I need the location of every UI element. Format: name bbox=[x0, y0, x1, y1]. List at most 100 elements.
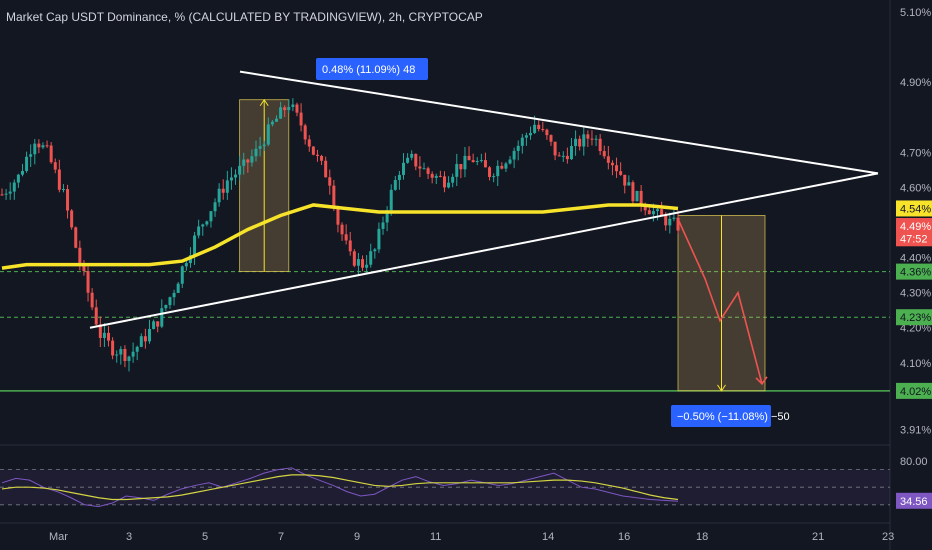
candle-body bbox=[381, 222, 385, 229]
candle-body bbox=[541, 129, 545, 131]
upper-trendline bbox=[239, 70, 879, 175]
candle-body bbox=[336, 208, 340, 225]
price-label-bg-1 bbox=[896, 218, 932, 235]
candle-body bbox=[377, 228, 381, 250]
candle-body bbox=[344, 234, 348, 241]
time-tick-label-4: 9 bbox=[354, 531, 360, 543]
candle-body bbox=[98, 324, 102, 338]
candle-body bbox=[434, 175, 438, 178]
candle-body bbox=[70, 210, 74, 228]
candle-body bbox=[152, 321, 156, 330]
candle-body bbox=[234, 174, 238, 178]
candle-body bbox=[86, 271, 90, 293]
time-tick-label-3: 7 bbox=[278, 531, 284, 543]
candle-body bbox=[246, 159, 250, 163]
price-label-bg-2 bbox=[896, 230, 932, 247]
candle-body bbox=[274, 118, 278, 122]
candle-body bbox=[373, 249, 377, 252]
candle-body bbox=[418, 166, 422, 169]
candle-body bbox=[537, 124, 541, 130]
candle-body bbox=[668, 218, 672, 226]
rsi-ma-line bbox=[1, 474, 679, 501]
candle-body bbox=[299, 112, 303, 126]
candle-body bbox=[643, 205, 647, 211]
candle-body bbox=[647, 210, 651, 215]
candle-body bbox=[356, 259, 360, 266]
candle-body bbox=[0, 194, 4, 196]
candle-body bbox=[115, 354, 119, 356]
candle-body bbox=[594, 138, 598, 140]
candle-body bbox=[471, 160, 475, 163]
candle-body bbox=[127, 356, 131, 361]
candle-body bbox=[135, 346, 139, 352]
price-label-3: 4.36% bbox=[900, 267, 931, 279]
candle-body bbox=[160, 308, 164, 327]
candle-body bbox=[205, 221, 209, 225]
candle-body bbox=[635, 190, 639, 202]
candle-body bbox=[426, 168, 430, 174]
candle-body bbox=[176, 283, 180, 293]
rsi-last-label: 34.56 bbox=[900, 496, 928, 508]
measure-label-2: −0.50% (−11.08%) −50 bbox=[677, 411, 790, 423]
candle-body bbox=[520, 137, 524, 146]
candle-body bbox=[303, 125, 307, 140]
price-label-bg-4 bbox=[896, 309, 932, 326]
candle-body bbox=[488, 167, 492, 177]
price-tick-label-0: 5.10% bbox=[900, 7, 931, 19]
candle-body bbox=[438, 175, 442, 177]
candle-body bbox=[578, 138, 582, 147]
candle-body bbox=[475, 161, 479, 163]
candle-body bbox=[619, 171, 623, 175]
candle-body bbox=[164, 305, 168, 309]
candle-body bbox=[442, 176, 446, 188]
candle-body bbox=[557, 155, 561, 157]
price-label-bg-3 bbox=[896, 263, 932, 280]
candle-body bbox=[332, 185, 336, 209]
candle-body bbox=[229, 177, 233, 181]
candle-body bbox=[496, 165, 500, 177]
candle-body bbox=[258, 146, 262, 149]
candle-body bbox=[20, 170, 24, 175]
candle-body bbox=[569, 146, 573, 160]
projection-arrowhead bbox=[755, 376, 768, 386]
candle-body bbox=[94, 307, 98, 325]
chart-title: Market Cap USDT Dominance, % (CALCULATED… bbox=[6, 10, 483, 24]
candle-body bbox=[295, 104, 299, 113]
measure-label-1: 0.48% (11.09%) 48 bbox=[322, 64, 415, 76]
rsi-line bbox=[1, 467, 679, 508]
candle-body bbox=[479, 160, 483, 162]
candle-body bbox=[33, 143, 37, 155]
candle-body bbox=[102, 332, 106, 338]
price-label-0: 4.54% bbox=[900, 203, 931, 215]
candle-body bbox=[57, 169, 61, 190]
candle-body bbox=[82, 263, 86, 272]
candle-body bbox=[574, 138, 578, 147]
time-tick-label-9: 21 bbox=[812, 531, 824, 543]
candle-body bbox=[197, 226, 201, 236]
candle-body bbox=[615, 165, 619, 172]
candle-body bbox=[676, 217, 680, 231]
candle-body bbox=[123, 348, 127, 361]
candle-body bbox=[610, 162, 614, 166]
candle-body bbox=[209, 211, 213, 222]
measure-arrowhead-1 bbox=[259, 98, 269, 106]
candle-body bbox=[324, 160, 328, 178]
time-tick-label-6: 14 bbox=[542, 531, 554, 543]
candle-body bbox=[147, 329, 151, 342]
time-tick-label-5: 11 bbox=[430, 531, 441, 543]
candle-body bbox=[598, 138, 602, 152]
candle-body bbox=[430, 173, 434, 178]
candle-body bbox=[365, 264, 369, 268]
candle-body bbox=[389, 189, 393, 211]
candle-body bbox=[201, 224, 205, 227]
candle-body bbox=[168, 297, 172, 306]
candle-body bbox=[53, 162, 57, 170]
candle-body bbox=[74, 227, 78, 248]
candle-body bbox=[29, 154, 33, 157]
candle-body bbox=[545, 129, 549, 136]
price-label-5: 4.02% bbox=[900, 386, 931, 398]
candle-body bbox=[553, 141, 557, 156]
candle-body bbox=[238, 165, 242, 175]
candle-body bbox=[25, 156, 29, 171]
